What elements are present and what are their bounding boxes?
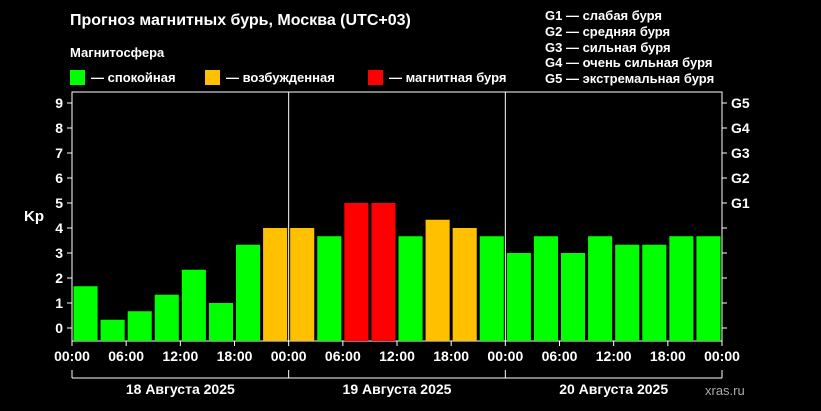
y-tick-label: 8 [55,120,63,136]
storm-level-list: G1 — слабая буря G2 — средняя буря G3 — … [545,8,714,87]
kp-bar [533,236,558,341]
kp-bar [588,236,613,341]
x-tick-label: 00:00 [54,348,90,364]
g-tick-label: G4 [731,120,750,136]
day-label: 18 Августа 2025 [126,381,235,397]
kp-bar [100,319,125,341]
kp-bar [669,236,694,341]
kp-bar [615,244,640,341]
y-tick-label: 3 [55,245,63,261]
y-tick-label: 2 [55,270,63,286]
kp-bar [181,269,206,341]
x-tick-label: 12:00 [379,348,415,364]
storm-level-g2: G2 — средняя буря [545,23,671,39]
legend-label-storm: — магнитная буря [389,70,507,85]
legend-item-calm: — спокойная [70,70,176,85]
kp-bar [452,228,477,341]
storm-level-g4: G4 — очень сильная буря [545,55,713,71]
day-label: 19 Августа 2025 [343,381,452,397]
legend-swatch-calm [70,70,85,85]
legend-title: Магнитосфера [70,45,165,60]
g-tick-label: G5 [731,95,750,111]
legend-label-excited: — возбужденная [226,70,335,85]
x-tick-label: 00:00 [487,348,523,364]
g-tick-label: G3 [731,145,750,161]
y-tick-label: 5 [55,195,63,211]
kp-bar [371,203,396,341]
storm-level-g1: G1 — слабая буря [545,8,663,23]
day-label: 20 Августа 2025 [559,381,668,397]
watermark: xras.ru [705,383,745,398]
y-tick-label: 4 [55,220,63,236]
y-tick-label: 0 [55,320,63,336]
y-tick-label: 7 [55,145,63,161]
x-tick-label: 00:00 [704,348,740,364]
legend-swatch-excited [205,70,220,85]
x-tick-label: 06:00 [542,348,578,364]
kp-bar [208,303,233,341]
y-tick-label: 6 [55,170,63,186]
kp-bar [425,219,450,341]
kp-bar [561,253,586,341]
legend-item-storm: — магнитная буря [368,70,506,85]
kp-bar [236,244,261,341]
kp-bar [317,236,342,341]
kp-bar [642,244,667,341]
kp-bar [290,228,315,341]
legend-label-calm: — спокойная [91,70,176,85]
y-axis-label: Kp [24,208,44,225]
kp-bar [506,253,531,341]
x-tick-label: 00:00 [271,348,307,364]
kp-bar [154,294,179,341]
storm-level-g5: G5 — экстремальная буря [545,71,715,87]
g-tick-label: G2 [731,170,750,186]
g-tick-label: G1 [731,195,750,211]
y-tick-label: 9 [55,95,63,111]
kp-bar [263,228,288,341]
kp-bar [127,311,152,341]
kp-bar [479,236,504,341]
kp-bar [696,236,721,341]
kp-bar [344,203,369,341]
legend-swatch-storm [368,70,383,85]
kp-bar [73,286,98,341]
kp-bar [398,236,423,341]
x-tick-label: 18:00 [433,348,469,364]
x-tick-label: 06:00 [325,348,361,364]
storm-level-g3: G3 — сильная буря [545,39,671,55]
legend-item-excited: — возбужденная [205,70,335,85]
y-tick-label: 1 [55,295,63,311]
x-tick-label: 18:00 [217,348,253,364]
x-tick-label: 12:00 [596,348,632,364]
x-tick-label: 18:00 [650,348,686,364]
chart-title: Прогноз магнитных бурь, Москва (UTC+03) [70,12,411,29]
x-tick-label: 12:00 [162,348,198,364]
x-tick-label: 06:00 [108,348,144,364]
